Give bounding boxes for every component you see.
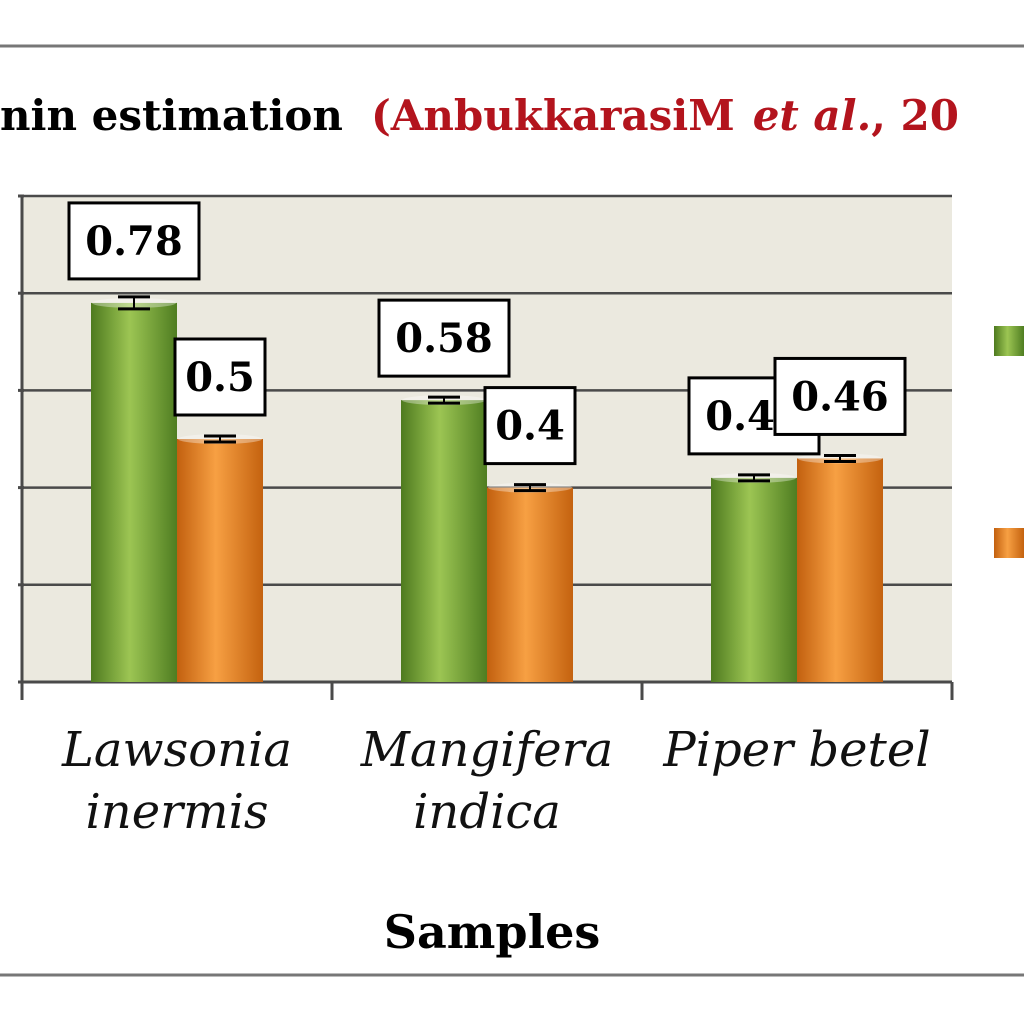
data-label-box bbox=[377, 298, 511, 378]
data-label: 0.4 bbox=[495, 403, 565, 450]
title-red-italic: et al. bbox=[753, 91, 872, 140]
legend-swatch-orange bbox=[994, 528, 1024, 558]
title-red-part2: , 20 bbox=[871, 91, 959, 140]
x-tick-label: Mangifera bbox=[360, 722, 614, 778]
bar-orange bbox=[487, 487, 573, 682]
data-label-box bbox=[67, 201, 201, 281]
data-label: 0.58 bbox=[395, 315, 492, 362]
bar-green bbox=[401, 400, 487, 682]
bar-orange bbox=[797, 458, 883, 682]
title-black-part: nin estimation bbox=[0, 91, 343, 140]
x-tick-label: Lawsonia bbox=[61, 722, 292, 778]
data-label: 0.78 bbox=[85, 218, 182, 265]
chart-title: nin estimation (AnbukkarasiM et al., 20 bbox=[0, 91, 959, 140]
x-tick-label: inermis bbox=[85, 784, 268, 840]
data-labels: 0.780.50.580.4 0.420.46 bbox=[67, 201, 907, 466]
bars bbox=[91, 295, 883, 682]
bar-orange bbox=[177, 439, 263, 682]
data-label: 0.46 bbox=[791, 373, 888, 420]
legend-swatch-green bbox=[994, 326, 1024, 356]
data-label-box bbox=[173, 337, 267, 417]
x-tick-label: indica bbox=[413, 784, 561, 840]
x-tick-label: Piper betel bbox=[662, 722, 930, 778]
title-red-part1: (AnbukkarasiM bbox=[371, 91, 735, 140]
x-axis-title: Samples bbox=[384, 905, 601, 959]
bar-green bbox=[711, 477, 797, 682]
x-tick-labels: Lawsonia inermis Mangifera indica Piper bete… bbox=[61, 722, 931, 840]
data-label-box bbox=[483, 386, 577, 466]
data-label-box bbox=[773, 356, 907, 436]
data-label: 0.5 bbox=[185, 354, 255, 401]
bar-green bbox=[91, 302, 177, 682]
